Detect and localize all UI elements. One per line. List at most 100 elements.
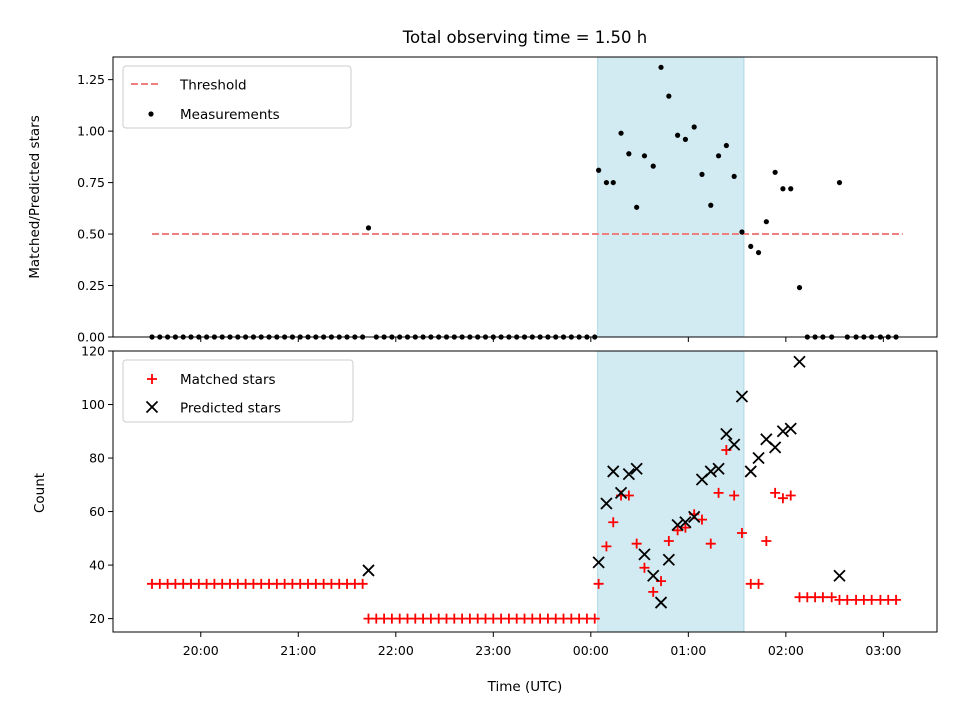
matched-star-point <box>601 541 612 552</box>
top-panel-observing-span <box>597 56 745 338</box>
matched-star-point <box>866 594 877 605</box>
bottom-panel-y-tick-label: 100 <box>81 397 105 412</box>
measurement-point <box>691 124 697 130</box>
measurement-point <box>788 186 794 192</box>
bottom-panel-y-tick-label: 80 <box>89 451 105 466</box>
predicted-star-point <box>600 497 613 510</box>
predicted-star-point <box>688 510 701 524</box>
measurement-point <box>763 219 769 225</box>
measurement-point <box>780 186 786 192</box>
predicted-star-point <box>671 518 684 532</box>
predicted-star-point <box>592 556 605 569</box>
top-panel-y-tick-label: 1.25 <box>77 72 105 87</box>
matched-star-point <box>589 613 600 624</box>
measurement-point <box>365 225 372 231</box>
measurement-point <box>739 229 745 235</box>
measurement-point <box>708 202 714 208</box>
predicted-star-point <box>728 438 741 451</box>
matched-star-point <box>891 594 902 605</box>
x-tick-label: 03:00 <box>865 643 901 658</box>
predicted-star-point <box>833 569 846 582</box>
matched-star-point <box>663 536 674 547</box>
matched-star-point <box>631 538 642 549</box>
x-tick-label: 21:00 <box>280 643 316 658</box>
measurement-point <box>634 204 640 210</box>
legend-matched-swatch <box>147 374 157 384</box>
predicted-star-point <box>630 462 643 475</box>
matched-star-point <box>770 487 781 498</box>
top-panel-frame <box>112 56 938 338</box>
bottom-panel-y-tick-label: 60 <box>89 504 105 519</box>
predicted-star-point <box>720 427 733 441</box>
measurement-point <box>675 132 681 138</box>
legend-threshold-label: Threshold <box>179 78 247 94</box>
legend-measurements-label: Measurements <box>180 107 280 123</box>
measurement-point <box>618 130 624 136</box>
predicted-star-point <box>662 553 675 566</box>
legend-predicted-swatch <box>145 400 159 414</box>
matched-star-point <box>736 527 747 538</box>
top-panel-y-tick-label: 1.00 <box>77 124 105 139</box>
predicted-star-point <box>638 548 651 561</box>
top-panel-y-tick-label: 0.50 <box>77 227 105 242</box>
x-tick-label: 20:00 <box>183 643 219 658</box>
bottom-panel-y-tick-label: 120 <box>81 344 105 359</box>
x-tick-label: 02:00 <box>768 643 804 658</box>
top-panel-y-tick-label: 0.75 <box>77 175 105 190</box>
measurement-point <box>596 167 602 173</box>
measurement-point <box>772 169 778 175</box>
matched-star-point <box>680 522 691 533</box>
matched-star-point <box>817 592 828 603</box>
matched-star-point <box>639 562 650 573</box>
predicted-star-point <box>712 462 725 475</box>
x-axis-label: Time (UTC) <box>487 679 563 695</box>
measurement-point <box>641 153 648 159</box>
matched-star-point <box>826 592 837 603</box>
predicted-star-point <box>744 465 757 478</box>
matched-star-point <box>593 578 604 589</box>
matched-star-point <box>623 490 634 501</box>
bottom-panel-legend <box>122 359 354 423</box>
top-panel-y-axis-label: Matched/Predicted stars <box>27 115 43 278</box>
measurement-point <box>650 163 656 169</box>
measurement-point <box>666 93 672 99</box>
x-tick-label: 22:00 <box>378 643 414 658</box>
predicted-star-point <box>776 425 790 438</box>
predicted-star-point <box>607 465 620 478</box>
chart-title: Total observing time = 1.50 h <box>402 28 647 47</box>
predicted-star-point <box>752 451 765 465</box>
matched-star-point <box>672 525 683 536</box>
predicted-star-point <box>793 355 806 368</box>
measurement-point <box>626 151 632 157</box>
predicted-star-point <box>614 486 628 499</box>
top-panel-legend <box>122 65 352 129</box>
matched-star-point <box>761 536 772 547</box>
measurement-point <box>699 171 705 177</box>
matched-star-point <box>729 490 740 501</box>
measurement-point <box>755 249 762 256</box>
measurement-point <box>658 64 664 70</box>
matched-star-point <box>777 493 788 504</box>
matched-star-point <box>357 578 368 589</box>
measurement-point <box>748 243 754 250</box>
x-tick-label: 23:00 <box>475 643 511 658</box>
bottom-panel-y-tick-label: 40 <box>89 558 105 573</box>
measurement-point <box>836 179 843 186</box>
predicted-star-point <box>704 465 717 478</box>
legend-predicted-label: Predicted stars <box>180 401 281 417</box>
matched-star-point <box>696 514 707 525</box>
predicted-star-point <box>362 564 375 577</box>
top-panel-y-tick-label: 0.00 <box>77 330 105 345</box>
measurement-point <box>731 173 737 180</box>
predicted-star-point <box>622 467 635 481</box>
matched-star-point <box>785 490 796 501</box>
measurement-point <box>723 142 729 149</box>
predicted-star-point <box>679 516 692 529</box>
top-panel-y-tick-label: 0.25 <box>77 278 105 293</box>
predicted-star-point <box>768 441 782 454</box>
matched-star-point <box>842 594 853 605</box>
bottom-panel-y-axis-label: Count <box>32 473 48 513</box>
predicted-star-point <box>735 390 749 403</box>
matched-star-point <box>648 586 659 597</box>
